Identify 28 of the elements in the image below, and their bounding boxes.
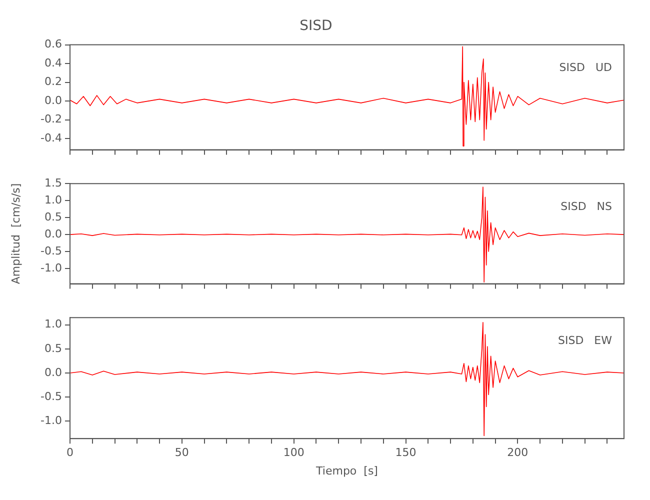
x-tick-label: 0 [66,446,74,460]
x-axis-title: Tiempo [s] [315,464,378,478]
y-tick-label: 0.6 [44,38,62,51]
y-tick-label: -0.5 [40,244,62,258]
y-tick-label: 1.0 [44,318,62,331]
x-tick-label: 200 [507,446,528,460]
x-tick-label: 100 [283,446,304,460]
y-tick-label: 0.0 [44,366,62,379]
annotation: SISD NS [560,200,612,213]
x-tick-label: 50 [174,446,189,460]
annotation: SISD EW [558,334,612,347]
y-tick-label: 1.5 [44,176,62,190]
y-axis-title: Amplitud [cm/s/s] [9,183,22,284]
y-tick-label: 0.4 [44,56,62,70]
y-tick-label: 0.5 [44,342,62,355]
y-tick-label: -1.0 [40,261,62,274]
y-tick-label: 1.0 [44,193,62,206]
annotation: SISD UD [559,61,612,74]
y-tick-label: 0.2 [44,75,62,88]
y-tick-label: 0.0 [44,227,62,240]
y-tick-label: -0.5 [40,390,62,403]
x-tick-label: 150 [395,446,416,460]
y-tick-label: -1.0 [40,414,62,428]
y-tick-label: 0.0 [44,94,62,107]
y-tick-label: 0.5 [44,210,62,224]
chart-title: SISD [300,18,332,34]
y-tick-label: -0.2 [40,112,62,126]
y-tick-label: -0.4 [40,131,62,144]
